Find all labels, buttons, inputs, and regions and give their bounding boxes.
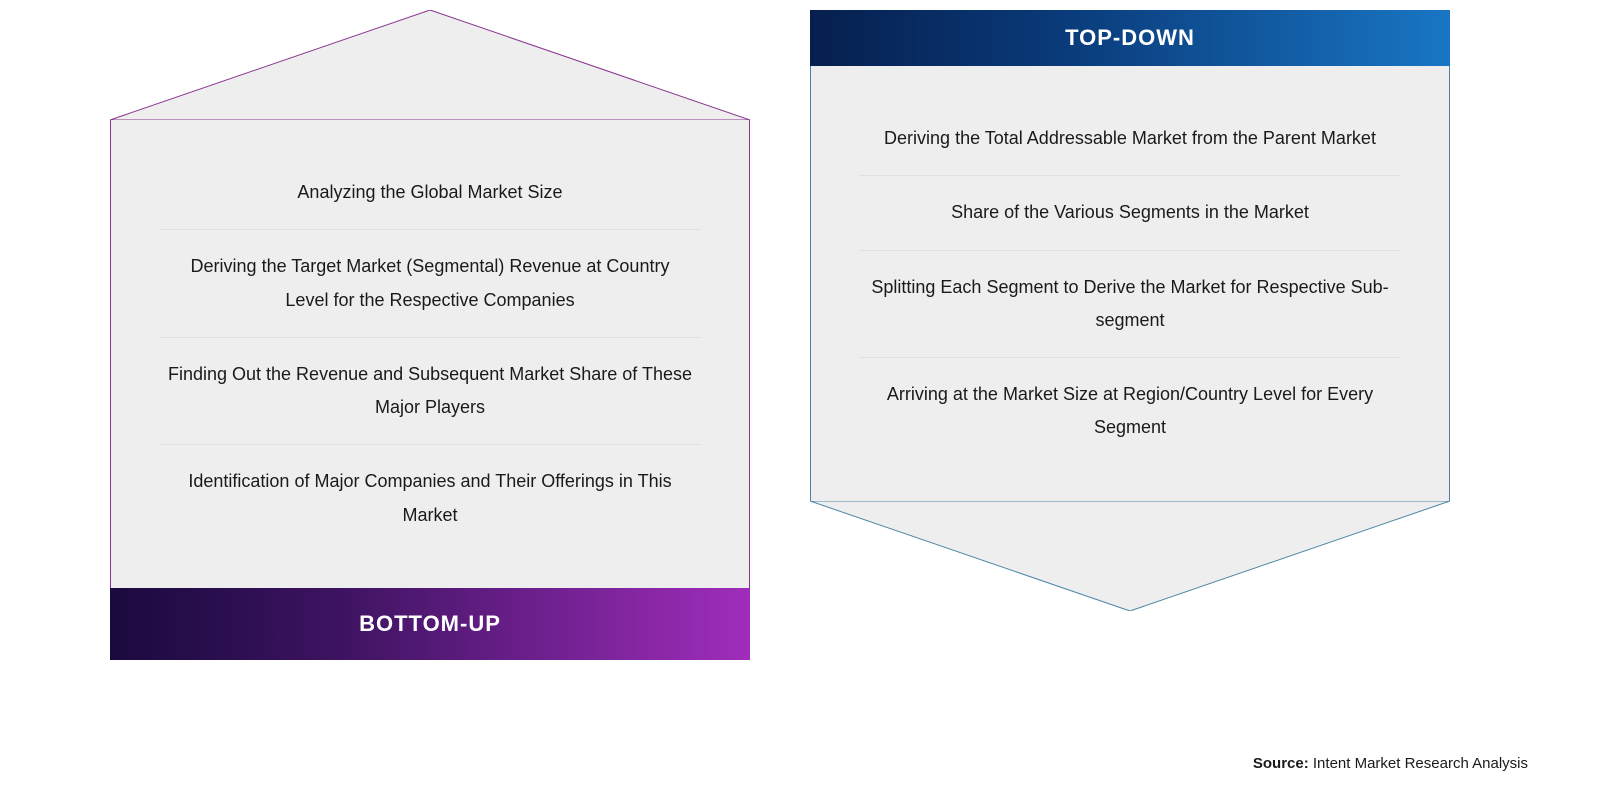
source-attribution: Source: Intent Market Research Analysis <box>1253 755 1528 772</box>
top-down-item-3: Splitting Each Segment to Derive the Mar… <box>859 251 1401 358</box>
bottom-up-title: BOTTOM-UP <box>359 611 501 637</box>
bottom-up-body: Analyzing the Global Market Size Derivin… <box>110 120 750 588</box>
bottom-up-roof <box>110 10 750 120</box>
bottom-up-item-1: Analyzing the Global Market Size <box>159 156 701 229</box>
top-down-body: Deriving the Total Addressable Market fr… <box>810 66 1450 501</box>
top-down-item-2: Share of the Various Segments in the Mar… <box>859 176 1401 249</box>
bottom-up-panel: Analyzing the Global Market Size Derivin… <box>110 10 750 660</box>
top-down-title-bar: TOP-DOWN <box>810 10 1450 66</box>
top-down-chevron <box>810 501 1450 611</box>
source-text: Intent Market Research Analysis <box>1313 755 1528 772</box>
bottom-up-item-2: Deriving the Target Market (Segmental) R… <box>159 230 701 337</box>
bottom-up-title-bar: BOTTOM-UP <box>110 588 750 660</box>
source-label: Source: <box>1253 755 1309 772</box>
top-down-item-4: Arriving at the Market Size at Region/Co… <box>859 358 1401 465</box>
top-down-item-1: Deriving the Total Addressable Market fr… <box>859 102 1401 175</box>
top-down-panel: TOP-DOWN Deriving the Total Addressable … <box>810 10 1450 611</box>
bottom-up-item-3: Finding Out the Revenue and Subsequent M… <box>159 338 701 445</box>
bottom-up-item-4: Identification of Major Companies and Th… <box>159 445 701 552</box>
diagram-wrap: Analyzing the Global Market Size Derivin… <box>0 0 1600 660</box>
top-down-title: TOP-DOWN <box>1065 25 1195 51</box>
